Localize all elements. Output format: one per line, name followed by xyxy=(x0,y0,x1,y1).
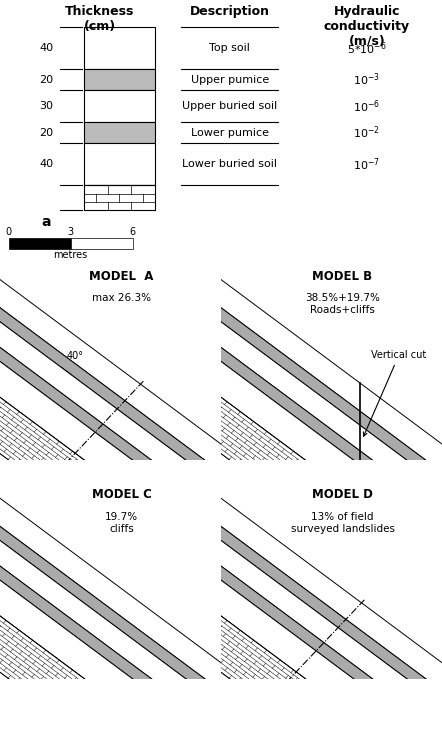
Text: 3: 3 xyxy=(68,227,74,237)
Text: Description: Description xyxy=(190,5,270,17)
Text: 40°: 40° xyxy=(67,351,84,361)
Polygon shape xyxy=(147,321,442,626)
Text: 10$^{-3}$: 10$^{-3}$ xyxy=(353,72,381,88)
Text: 6: 6 xyxy=(130,227,136,237)
Polygon shape xyxy=(175,516,442,754)
Polygon shape xyxy=(116,561,442,754)
Polygon shape xyxy=(0,508,357,754)
Bar xyxy=(71,238,133,249)
Text: MODEL  A: MODEL A xyxy=(89,270,154,283)
Text: 13% of field
surveyed landslides: 13% of field surveyed landslides xyxy=(290,512,395,534)
Text: Upper buried soil: Upper buried soil xyxy=(182,101,278,112)
Text: 10$^{-7}$: 10$^{-7}$ xyxy=(353,156,381,173)
Polygon shape xyxy=(0,540,327,754)
Text: Upper pumice: Upper pumice xyxy=(191,75,269,85)
Text: c: c xyxy=(225,430,234,443)
Text: 20: 20 xyxy=(39,127,53,138)
Text: 30: 30 xyxy=(39,101,53,112)
Text: MODEL D: MODEL D xyxy=(312,489,373,501)
Bar xyxy=(84,143,155,185)
Text: MODEL B: MODEL B xyxy=(312,270,373,283)
Text: Lower buried soil: Lower buried soil xyxy=(183,159,277,170)
Text: e: e xyxy=(225,648,235,662)
Polygon shape xyxy=(0,298,349,596)
Bar xyxy=(84,90,155,122)
Text: Hydraulic
conductivity
(m/s): Hydraulic conductivity (m/s) xyxy=(324,5,410,48)
Polygon shape xyxy=(197,273,442,573)
Text: max 26.3%: max 26.3% xyxy=(92,293,151,303)
Polygon shape xyxy=(197,492,442,754)
Text: Lower pumice: Lower pumice xyxy=(191,127,269,138)
Bar xyxy=(84,69,155,90)
Text: a: a xyxy=(42,215,51,229)
Polygon shape xyxy=(0,290,357,581)
Text: 20: 20 xyxy=(39,75,53,85)
Polygon shape xyxy=(175,298,442,596)
Polygon shape xyxy=(0,273,373,573)
Text: b: b xyxy=(4,430,14,443)
Polygon shape xyxy=(167,313,442,605)
Polygon shape xyxy=(0,342,307,659)
Text: 19.7%
cliffs: 19.7% cliffs xyxy=(105,512,138,534)
Polygon shape xyxy=(0,321,327,626)
Bar xyxy=(9,238,71,249)
Bar xyxy=(84,122,155,143)
Polygon shape xyxy=(116,342,442,659)
Polygon shape xyxy=(0,561,307,754)
Text: 0: 0 xyxy=(6,227,12,237)
Text: Top soil: Top soil xyxy=(210,43,250,54)
Text: 5*10$^{-6}$: 5*10$^{-6}$ xyxy=(347,40,387,57)
Bar xyxy=(84,185,155,210)
Text: d: d xyxy=(4,648,14,662)
Polygon shape xyxy=(0,532,335,754)
Text: Thickness
(cm): Thickness (cm) xyxy=(65,5,134,32)
Polygon shape xyxy=(189,290,442,581)
Polygon shape xyxy=(147,540,442,754)
Text: 38.5%+19.7%
Roads+cliffs: 38.5%+19.7% Roads+cliffs xyxy=(305,293,380,315)
Text: 40: 40 xyxy=(39,159,53,170)
Polygon shape xyxy=(0,313,335,605)
Bar xyxy=(84,27,155,69)
Text: MODEL C: MODEL C xyxy=(91,489,152,501)
Text: metres: metres xyxy=(53,250,88,260)
Polygon shape xyxy=(0,516,349,754)
Polygon shape xyxy=(167,532,442,754)
Polygon shape xyxy=(0,492,373,754)
Polygon shape xyxy=(189,508,442,754)
Text: 10$^{-2}$: 10$^{-2}$ xyxy=(354,124,380,141)
Text: 40: 40 xyxy=(39,43,53,54)
Text: Vertical cut: Vertical cut xyxy=(363,350,427,436)
Text: 10$^{-6}$: 10$^{-6}$ xyxy=(353,98,381,115)
